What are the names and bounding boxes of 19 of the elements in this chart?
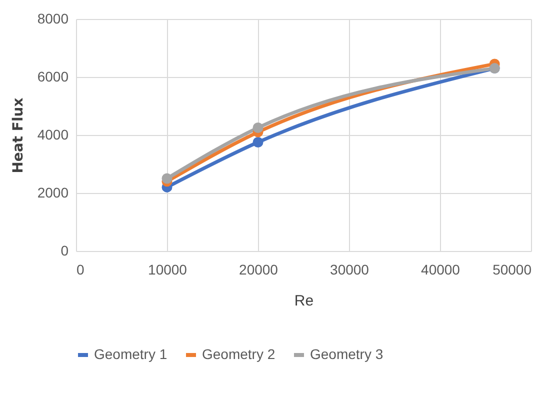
point [252, 137, 264, 148]
x-tick-label: 0 [76, 262, 84, 278]
x-tick-label: 10000 [148, 262, 188, 278]
x-tick-label: 30000 [330, 262, 370, 278]
y-axis-title: Heat Flux [10, 98, 26, 174]
x-tick-label: 50000 [492, 262, 532, 278]
x-axis-title: Re [294, 292, 314, 310]
legend-label: Geometry 2 [202, 346, 276, 362]
y-tick-label: 6000 [37, 68, 69, 84]
legend-label: Geometry 1 [94, 346, 168, 362]
x-tick-label: 20000 [239, 262, 278, 278]
point [162, 173, 172, 184]
legend-label: Geometry 3 [310, 346, 384, 362]
x-tick-label: 40000 [421, 262, 460, 278]
y-tick-label: 0 [60, 242, 69, 258]
y-tick-label: 2000 [37, 184, 69, 200]
y-tick-label: 8000 [37, 10, 69, 26]
y-tick-label: 4000 [37, 126, 69, 142]
point [252, 122, 264, 133]
